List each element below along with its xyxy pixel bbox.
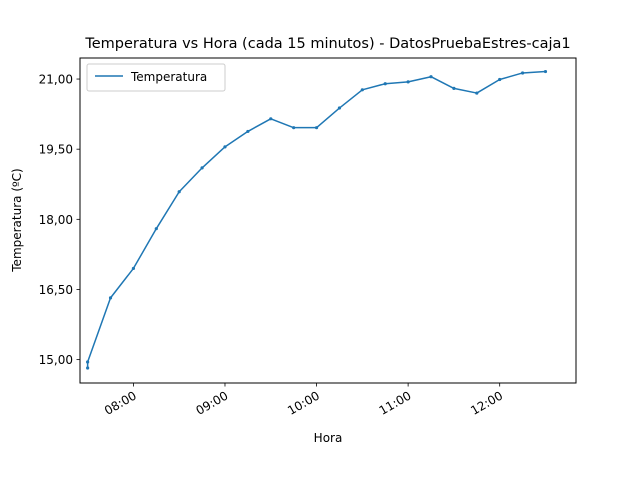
data-point [498,77,502,82]
plot-frame [79,57,577,384]
y-tick-label: 18,00 [39,213,73,227]
data-point [360,88,364,92]
x-axis-ticks: 08:00 09:00 10:00 11:00 12:00 [102,383,505,418]
chart-title: Temperatura vs Hora (cada 15 minutos) - … [84,36,570,52]
data-point [543,69,548,74]
legend-label-temperatura: Temperatura [130,70,207,84]
data-point [86,366,90,370]
y-axis-label: Temperatura (ºC) [10,168,24,272]
data-point [246,129,250,134]
plot-content [86,69,548,370]
data-point [86,360,90,364]
y-tick-label: 15,00 [39,353,73,367]
y-axis-ticks: 15,00 16,50 18,00 19,50 21,00 [39,73,80,367]
data-point [406,80,410,84]
data-point [269,117,273,121]
x-tick-label: 10:00 [285,388,322,417]
data-point [520,71,525,75]
data-point [223,145,227,149]
x-tick-label: 11:00 [377,388,414,417]
legend: Temperatura [86,63,226,92]
x-tick-label: 12:00 [468,388,505,417]
x-tick-label: 09:00 [194,388,231,417]
y-tick-label: 19,50 [39,143,73,157]
data-point [383,82,387,86]
y-tick-label: 21,00 [39,73,73,87]
data-point [131,266,136,271]
data-point [177,190,181,194]
data-point [452,86,456,90]
data-point [292,126,296,130]
x-axis-label: Hora [314,431,343,445]
data-point [429,75,433,79]
data-point [200,166,204,170]
x-tick-label: 08:00 [102,388,139,417]
data-point [154,227,158,231]
series-line-temperatura [86,70,546,369]
legend-box [86,63,226,92]
data-point [108,296,113,300]
y-tick-label: 16,50 [39,283,73,297]
data-point [475,91,479,95]
data-point [337,106,342,110]
data-point [314,126,319,130]
